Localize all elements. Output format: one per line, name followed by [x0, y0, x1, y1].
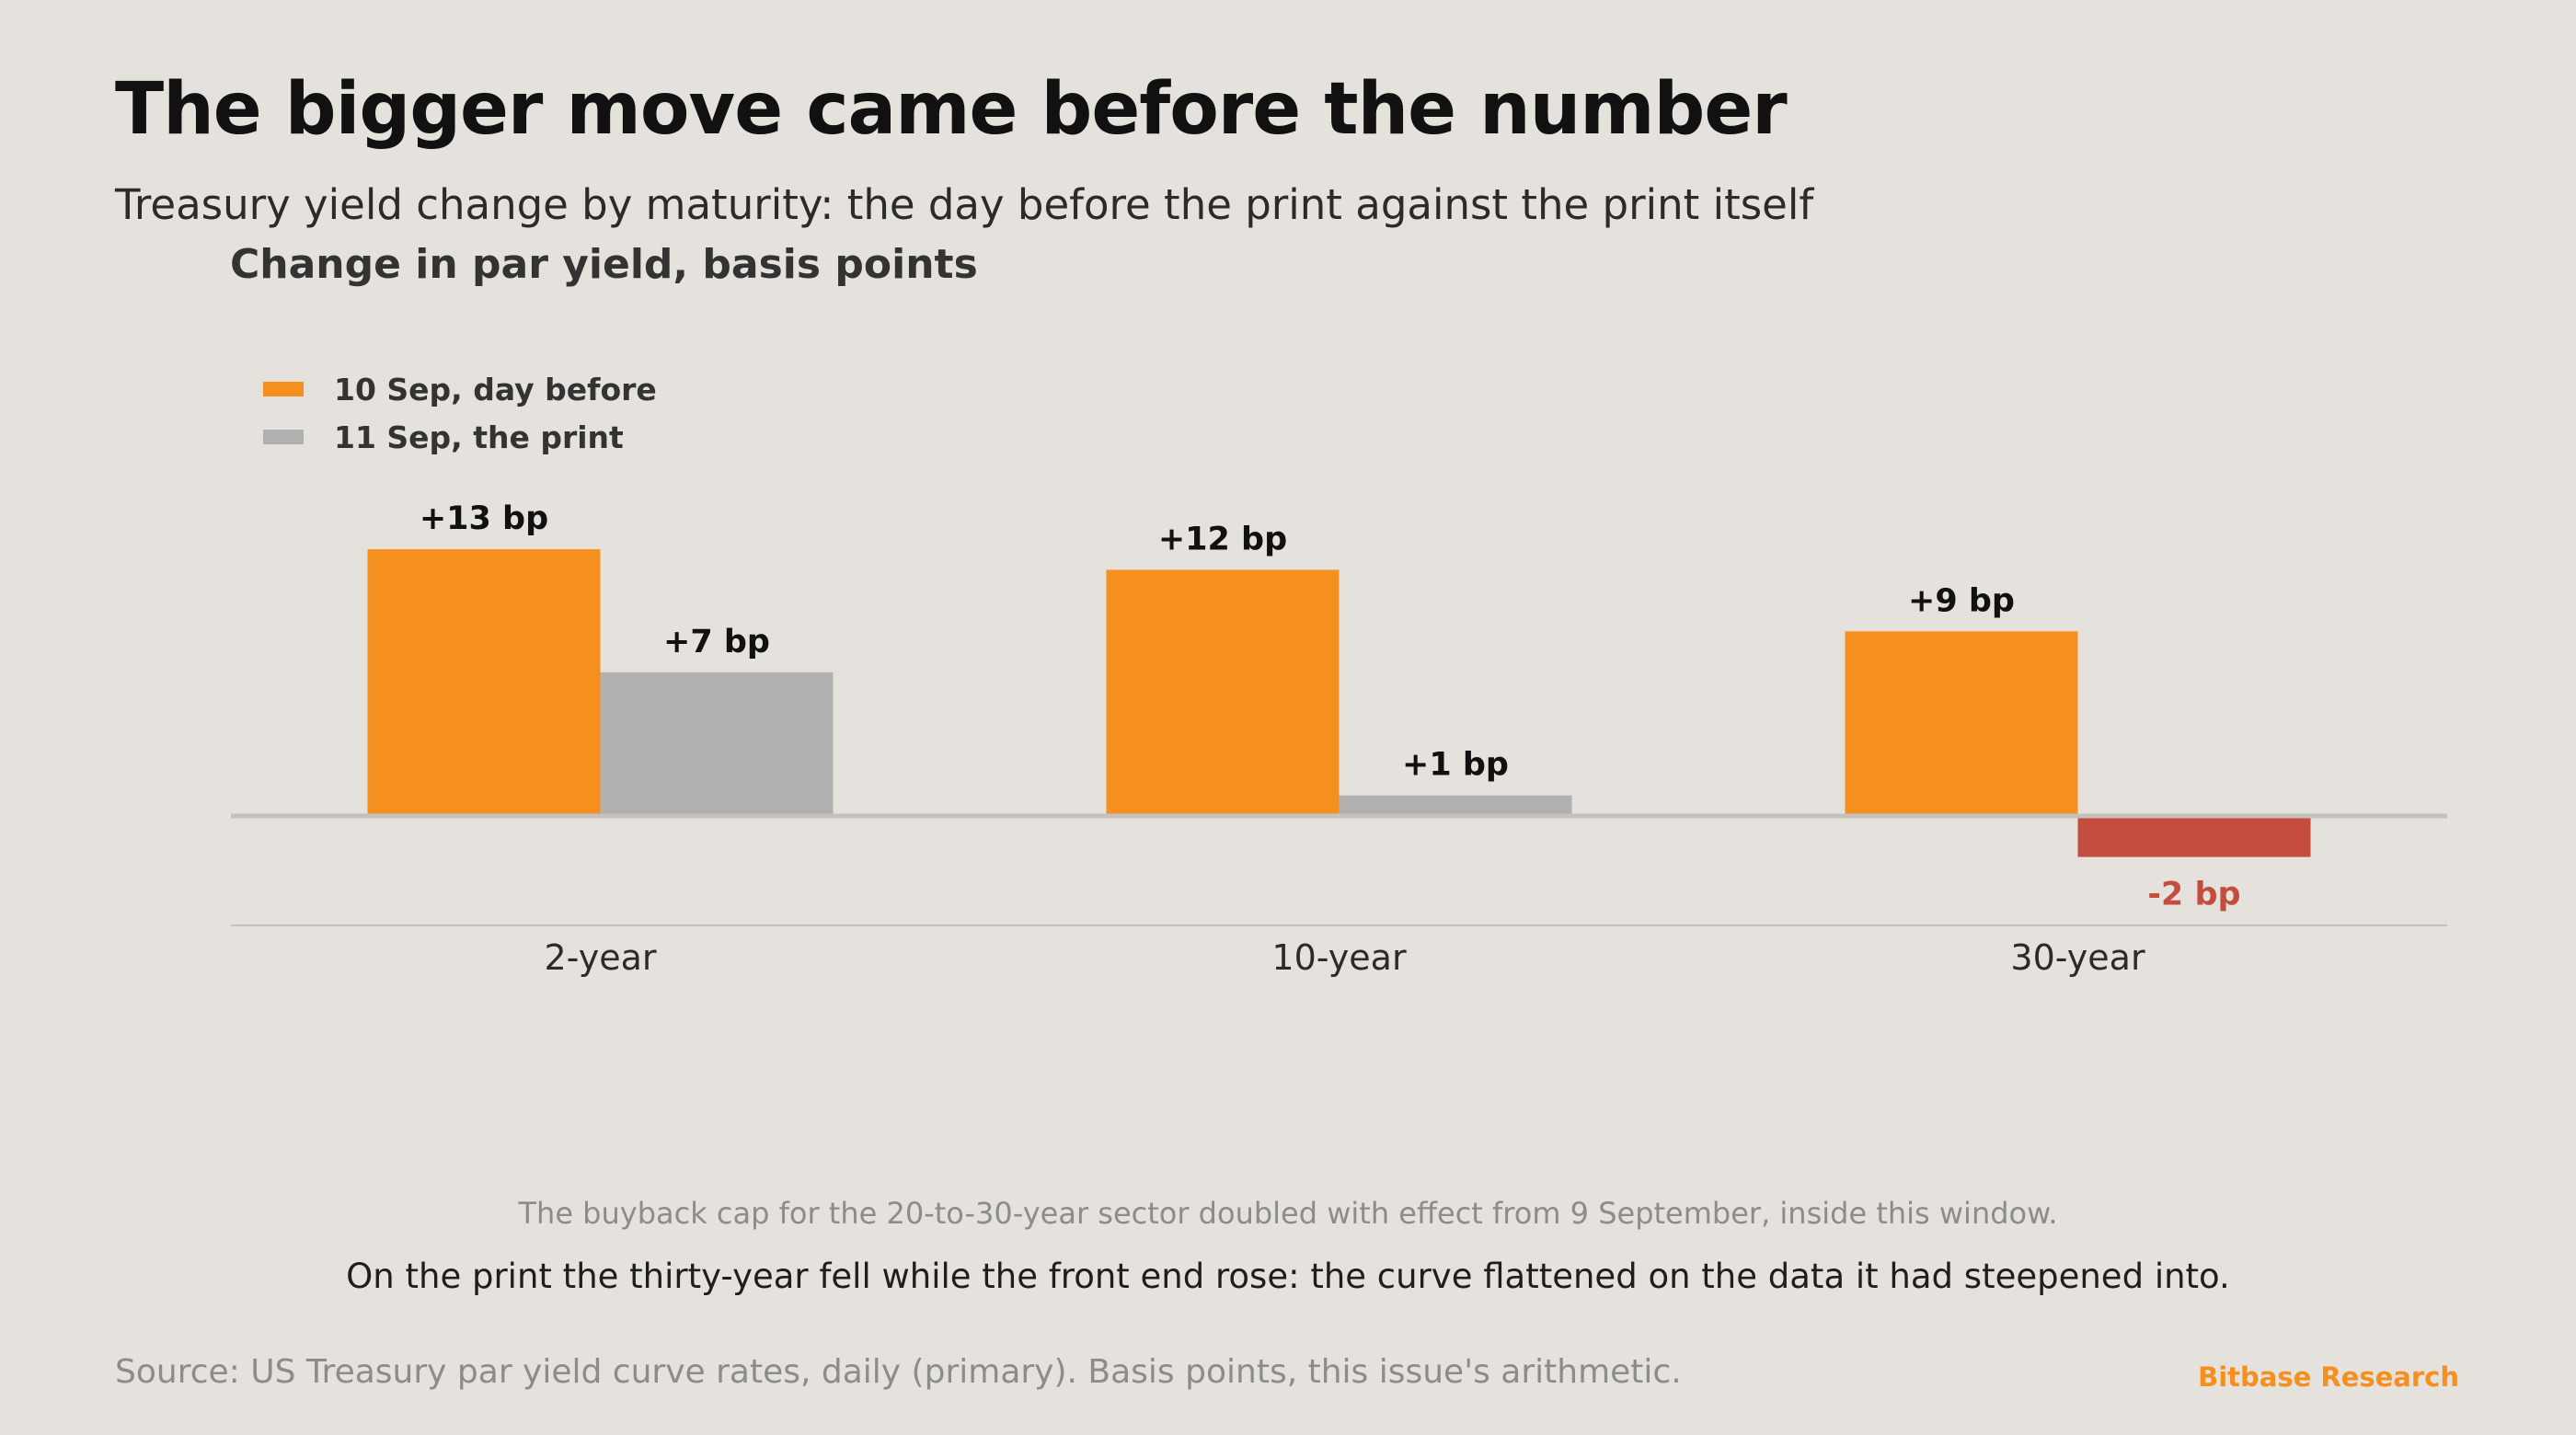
bar-10-year-series2	[1339, 795, 1572, 816]
data-labels: +13 bp +7 bp +12 bp +1 bp +9 bp -2 bp	[420, 500, 2241, 913]
chart-title: The bigger move came before the number	[115, 68, 1788, 151]
bar-30-year-series2	[2077, 816, 2311, 857]
legend-label-2: 11 Sep, the print	[334, 419, 624, 455]
bar-group	[367, 549, 2311, 857]
bar-30-year-series1	[1845, 631, 2078, 816]
legend: 10 Sep, day before 11 Sep, the print	[263, 372, 657, 455]
data-label-2-year-series2: +7 bp	[663, 624, 770, 660]
annotation-note: The buyback cap for the 20-to-30-year se…	[518, 1196, 2058, 1231]
legend-swatch-1	[263, 382, 304, 396]
legend-label-1: 10 Sep, day before	[334, 372, 657, 408]
data-label-10-year-series2: +1 bp	[1402, 747, 1509, 784]
chart-subtitle: Treasury yield change by maturity: the d…	[115, 180, 1814, 229]
bar-10-year-series1	[1106, 569, 1340, 816]
source-note: Source: US Treasury par yield curve rate…	[115, 1353, 1682, 1391]
takeaway-note: On the print the thirty-year fell while …	[346, 1257, 2230, 1296]
x-tick-label-30-year: 30-year	[2010, 937, 2145, 978]
x-tick-label-10-year: 10-year	[1271, 937, 1407, 978]
data-label-30-year-series1: +9 bp	[1908, 582, 2015, 619]
brand-logo: Bitbase Research	[2198, 1361, 2459, 1393]
bar-2-year-series1	[367, 549, 601, 816]
legend-swatch-2	[263, 430, 304, 444]
data-label-2-year-series1: +13 bp	[420, 500, 548, 537]
axes: 2-year 10-year 30-year	[231, 813, 2447, 978]
y-axis-label: Change in par yield, basis points	[230, 241, 978, 288]
data-label-10-year-series1: +12 bp	[1158, 521, 1287, 557]
data-label-30-year-series2: -2 bp	[2147, 877, 2240, 913]
x-tick-label-2-year: 2-year	[545, 937, 657, 978]
bar-2-year-series2	[600, 672, 834, 816]
